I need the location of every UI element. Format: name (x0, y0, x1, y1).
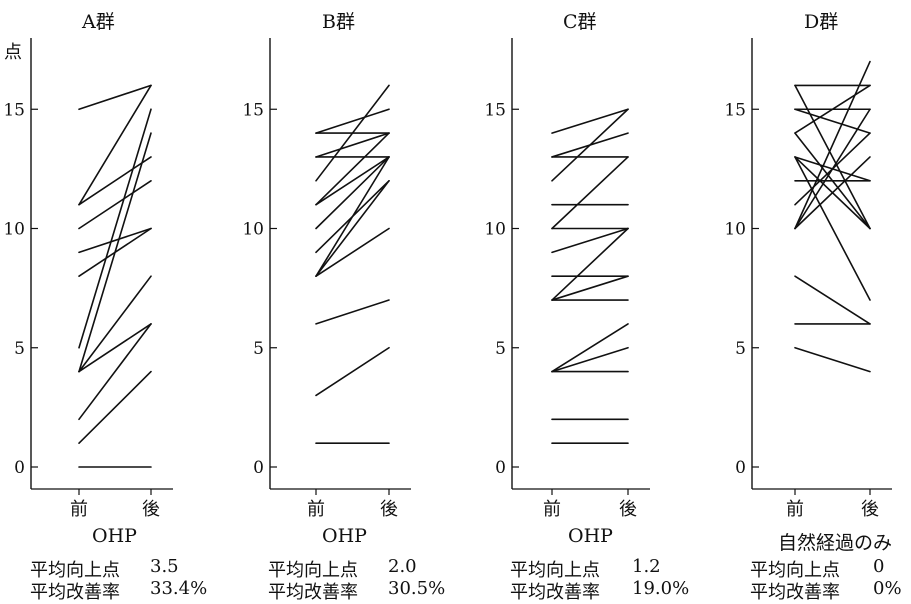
panel-b-subject-line (315, 180, 390, 278)
panel-a-subject-line (78, 323, 152, 421)
panel-a-subject-line (78, 370, 152, 444)
panel-d-condition: 自然経過のみ (778, 532, 893, 554)
panel-b-y-tick-label: 0 (253, 458, 264, 478)
panel-d-subject-line (794, 156, 871, 301)
panel-c-condition: OHP (568, 525, 613, 547)
panel-d-y-tick-label: 5 (735, 339, 746, 359)
panel-c-subject-line (551, 346, 629, 373)
panel-b-subject-line (315, 156, 390, 230)
panel-a-y-tick-label: 5 (14, 339, 25, 359)
panel-d-y-tick-label: 15 (724, 100, 746, 120)
panel-c-subject-line (551, 108, 629, 182)
panel-a-subject-line (78, 323, 152, 373)
panel-b-title: B群 (322, 11, 355, 33)
panel-a-y-tick-label: 15 (3, 100, 25, 120)
panel-d-stat-label-2: 平均改善率 (750, 582, 840, 603)
panel-c-subject-line (551, 275, 629, 301)
y-axis-unit-label: 点 (4, 42, 22, 63)
panel-d-subject-line (794, 108, 871, 134)
panel-c-subject-line (551, 323, 629, 373)
panel-c-y-tick-label: 15 (484, 100, 506, 120)
panel-c-stat-label-1: 平均向上点 (510, 560, 600, 581)
panel-b-y-tick-label: 15 (242, 100, 264, 120)
panel-b-y-tick-label: 5 (253, 339, 264, 359)
panel-b-stat-value-2: 30.5% (388, 578, 446, 599)
panel-a-subject-line (78, 132, 152, 373)
panel-d-y-tick-label: 10 (724, 220, 746, 240)
panel-c-y-tick-label: 0 (495, 458, 506, 478)
panel-b-subject-line (315, 132, 390, 206)
panel-c-x-tick-label: 後 (619, 499, 637, 520)
panel-b-subject-line (315, 156, 390, 278)
panel-c-stat-value-1: 1.2 (632, 556, 661, 577)
panel-d-subject-line (794, 108, 871, 230)
panel-b-subject-line (315, 299, 390, 325)
panel-d-subject-line (794, 346, 871, 373)
panel-d-stat-value-1: 0 (873, 556, 885, 577)
panel-a-title: A群 (82, 11, 115, 33)
panel-b-subject-line (315, 156, 390, 206)
panel-d-stat-label-1: 平均向上点 (750, 560, 840, 581)
panel-a-x-tick-label: 前 (70, 499, 88, 520)
panel-d-subject-line (794, 60, 871, 230)
panel-c-stat-label-2: 平均改善率 (510, 582, 600, 603)
panel-a-condition: OHP (92, 525, 137, 547)
panel-c-title: C群 (563, 11, 597, 33)
panel-b-subject-line (315, 227, 390, 278)
panel-a-subject-line (78, 84, 152, 111)
panel-b-stat-label-1: 平均向上点 (268, 560, 358, 581)
panel-d-subject-line (794, 275, 871, 325)
panel-d-subject-line (794, 84, 871, 134)
panel-a-subject-line (78, 275, 152, 373)
panel-b-subject-line (315, 84, 390, 182)
panel-c-subject-line (551, 156, 629, 230)
panel-c-subject-line (551, 108, 629, 134)
panel-a-stat-value-1: 3.5 (150, 556, 179, 577)
panel-c-stat-value-2: 19.0% (632, 578, 690, 599)
panel-a-stat-label-2: 平均改善率 (30, 582, 120, 603)
panel-a-stat-label-1: 平均向上点 (30, 560, 120, 581)
panel-b-subject-line (315, 132, 390, 158)
panel-a-subject-line (78, 156, 152, 206)
panel-b-stat-label-2: 平均改善率 (268, 582, 358, 603)
panel-a-subject-line (78, 180, 152, 230)
panel-a-x-tick-label: 後 (142, 499, 160, 520)
panel-c-y-tick-label: 10 (484, 220, 506, 240)
panel-c-x-tick-label: 前 (543, 499, 561, 520)
panel-b-stat-value-1: 2.0 (388, 556, 417, 577)
panel-b-x-tick-label: 後 (380, 499, 398, 520)
panel-b-condition: OHP (322, 525, 367, 547)
panel-d-x-tick-label: 後 (861, 499, 879, 520)
panel-d-subject-line (794, 84, 871, 230)
panel-d-x-tick-label: 前 (786, 499, 804, 520)
panel-c-subject-line (551, 227, 629, 301)
panel-c-y-tick-label: 5 (495, 339, 506, 359)
panel-b-x-tick-label: 前 (307, 499, 325, 520)
panel-d-y-tick-label: 0 (735, 458, 746, 478)
panel-b-y-tick-label: 10 (242, 220, 264, 240)
panel-a-subject-line (78, 84, 152, 206)
panel-a-y-tick-label: 10 (3, 220, 25, 240)
panel-a-subject-line (78, 108, 152, 349)
panel-c-subject-line (551, 227, 629, 254)
panel-b-subject-line (315, 346, 390, 397)
panel-d-title: D群 (804, 11, 839, 33)
panel-d-subject-line (794, 156, 871, 230)
panel-d-stat-value-2: 0% (873, 578, 902, 599)
panel-a-y-tick-label: 0 (14, 458, 25, 478)
panel-a-subject-line (78, 227, 152, 254)
panel-a-stat-value-2: 33.4% (150, 578, 208, 599)
panel-b-subject-line (315, 108, 390, 134)
